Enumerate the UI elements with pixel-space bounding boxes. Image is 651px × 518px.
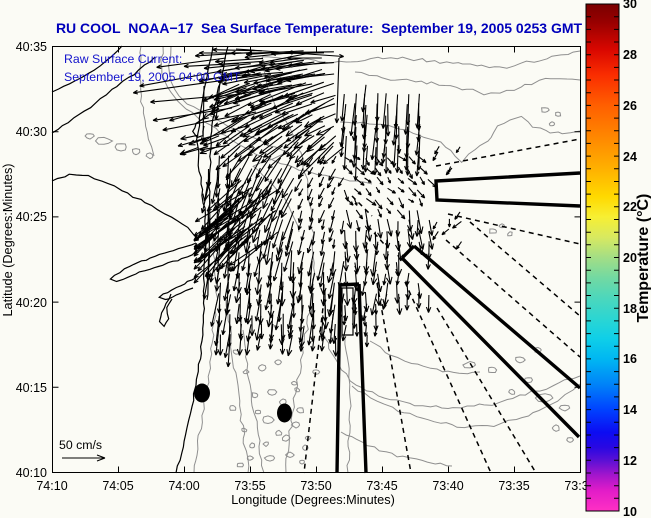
svg-text:73:50: 73:50 (300, 479, 331, 493)
svg-text:74:10: 74:10 (36, 479, 67, 493)
svg-text:Latitude (Degrees:Minutes): Latitude (Degrees:Minutes) (1, 163, 15, 316)
svg-text:40:20: 40:20 (16, 296, 47, 310)
svg-text:Longitude (Degrees:Minutes): Longitude (Degrees:Minutes) (231, 493, 395, 507)
svg-text:30: 30 (623, 0, 637, 11)
svg-text:16: 16 (623, 352, 637, 366)
svg-text:10: 10 (623, 505, 637, 518)
svg-text:24: 24 (623, 150, 637, 164)
svg-text:28: 28 (623, 48, 637, 62)
svg-text:73:55: 73:55 (234, 479, 265, 493)
svg-text:26: 26 (623, 99, 637, 113)
svg-text:73:45: 73:45 (366, 479, 397, 493)
svg-text:40:10: 40:10 (16, 466, 47, 480)
svg-text:50 cm/s: 50 cm/s (59, 438, 102, 452)
svg-text:73:35: 73:35 (498, 479, 529, 493)
svg-text:September 19, 2005 04:00 GMT: September 19, 2005 04:00 GMT (64, 70, 241, 84)
svg-text:40:35: 40:35 (16, 40, 47, 54)
svg-text:Raw Surface Current:: Raw Surface Current: (64, 52, 182, 66)
svg-text:22: 22 (623, 200, 637, 214)
svg-text:18: 18 (623, 302, 637, 316)
svg-text:14: 14 (623, 403, 637, 417)
svg-text:40:15: 40:15 (16, 381, 47, 395)
svg-text:12: 12 (623, 454, 637, 468)
svg-text:RU COOL NOAA−17 Sea Surface: RU COOL NOAA−17 Sea Surface Temperature:… (56, 20, 583, 36)
svg-text:20: 20 (623, 251, 637, 265)
svg-text:74:05: 74:05 (102, 479, 133, 493)
svg-text:40:30: 40:30 (16, 125, 47, 139)
svg-text:Temperature (°C): Temperature (°C) (635, 194, 651, 323)
svg-text:73:40: 73:40 (432, 479, 463, 493)
svg-text:40:25: 40:25 (16, 210, 47, 224)
svg-text:74:00: 74:00 (168, 479, 199, 493)
